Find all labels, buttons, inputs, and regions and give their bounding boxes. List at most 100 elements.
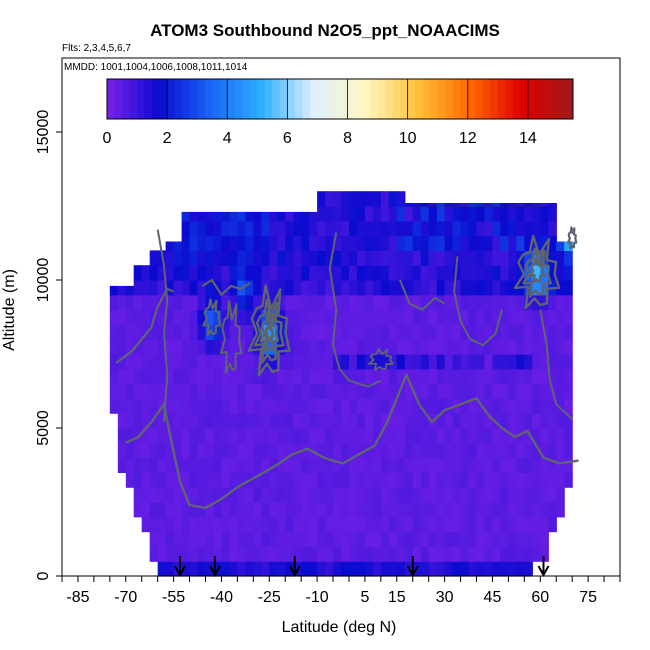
heat-cell: [428, 457, 438, 473]
heat-cell: [556, 413, 565, 429]
heat-cell: [484, 206, 494, 222]
heat-cell: [492, 502, 502, 518]
heat-cell: [125, 472, 135, 488]
heat-cell: [213, 457, 223, 473]
heat-cell: [309, 250, 318, 266]
heat-cell: [189, 235, 199, 251]
heat-cell: [165, 413, 175, 429]
heat-cell: [277, 220, 286, 237]
heat-cell: [372, 324, 382, 340]
heat-cell: [484, 413, 494, 429]
heat-cell: [349, 294, 358, 311]
heat-cell: [404, 265, 414, 281]
heat-cell: [349, 413, 358, 429]
heat-cell: [157, 368, 167, 385]
heat-cell: [532, 502, 541, 518]
heat-cell: [380, 487, 390, 503]
heat-cell: [301, 280, 310, 296]
heat-cell: [532, 413, 541, 429]
heat-cell: [420, 280, 430, 296]
heat-cell: [181, 220, 191, 237]
heat-cell: [285, 561, 294, 577]
heat-cell: [356, 398, 366, 414]
heat-cell: [420, 546, 430, 562]
heat-cell: [253, 398, 262, 414]
heat-cell: [516, 457, 525, 473]
heat-cell: [420, 368, 430, 385]
heat-cell: [309, 280, 318, 296]
heat-cell: [261, 561, 270, 577]
heat-cell: [548, 339, 557, 355]
heat-cell: [492, 280, 502, 296]
heat-cell: [468, 203, 478, 207]
heat-cell: [269, 502, 278, 518]
heat-cell: [309, 398, 318, 414]
heat-cell: [460, 220, 470, 237]
x-tick-label: 75: [579, 589, 597, 606]
flight-marker-head: [406, 565, 419, 578]
colorbar-segment: [204, 79, 213, 119]
heat-cell: [197, 472, 207, 488]
heat-cell: [460, 368, 470, 385]
heat-cell: [349, 206, 358, 222]
heat-cell: [301, 368, 310, 385]
heat-cell: [460, 516, 470, 533]
heat-cell: [484, 442, 494, 459]
colorbar-segment: [415, 79, 424, 119]
heat-cell: [468, 339, 478, 355]
heat-cell: [476, 561, 486, 577]
heat-cell: [356, 354, 366, 370]
heat-cell: [388, 472, 398, 488]
heat-cell: [412, 294, 422, 311]
heat-cell: [500, 457, 509, 473]
heat-cell: [109, 309, 119, 325]
heat-cell: [165, 487, 175, 503]
heat-cell: [412, 309, 422, 325]
heat-cell: [484, 472, 494, 488]
heat-cell: [197, 457, 207, 473]
heat-cell: [173, 309, 183, 325]
heat-cell: [564, 442, 573, 459]
heat-cell: [476, 339, 486, 355]
heat-cell: [516, 516, 525, 533]
heat-cell: [564, 339, 573, 355]
heat-cell: [333, 428, 342, 444]
heat-cell: [277, 428, 286, 444]
heat-cell: [205, 516, 215, 533]
heat-cell: [452, 206, 462, 222]
heat-cell: [396, 516, 406, 533]
heat-cell: [181, 502, 191, 518]
colorbar-tick-label: 2: [163, 130, 172, 147]
heat-cell: [428, 265, 438, 281]
heat-cell: [277, 413, 286, 429]
heat-cell: [420, 531, 430, 547]
heat-cell: [301, 294, 310, 311]
heat-cell: [229, 531, 238, 547]
heat-cell: [460, 457, 470, 473]
heat-cell: [245, 368, 254, 385]
x-tick-label: -85: [66, 589, 89, 606]
heat-cell: [460, 235, 470, 251]
heat-cell: [412, 220, 422, 237]
heat-cell: [301, 354, 310, 370]
contour-line: [259, 311, 279, 353]
heat-cell: [309, 235, 318, 251]
heat-cell: [356, 383, 366, 399]
heat-cell: [157, 324, 167, 340]
heat-cell: [157, 546, 167, 562]
heat-cell: [460, 383, 470, 399]
heat-cell: [325, 354, 334, 370]
heat-cell: [253, 294, 262, 311]
heat-cell: [492, 546, 502, 562]
heat-cell: [253, 531, 262, 547]
heat-cell: [460, 294, 470, 311]
colorbar-segment: [362, 79, 371, 119]
heat-cell: [245, 309, 254, 325]
heat-cell: [396, 546, 406, 562]
contour-line: [529, 257, 546, 284]
heat-cell: [301, 413, 310, 429]
heat-cell: [261, 516, 270, 533]
colorbar-segment: [249, 79, 258, 119]
heat-cell: [500, 472, 509, 488]
heat-cell: [157, 413, 167, 429]
